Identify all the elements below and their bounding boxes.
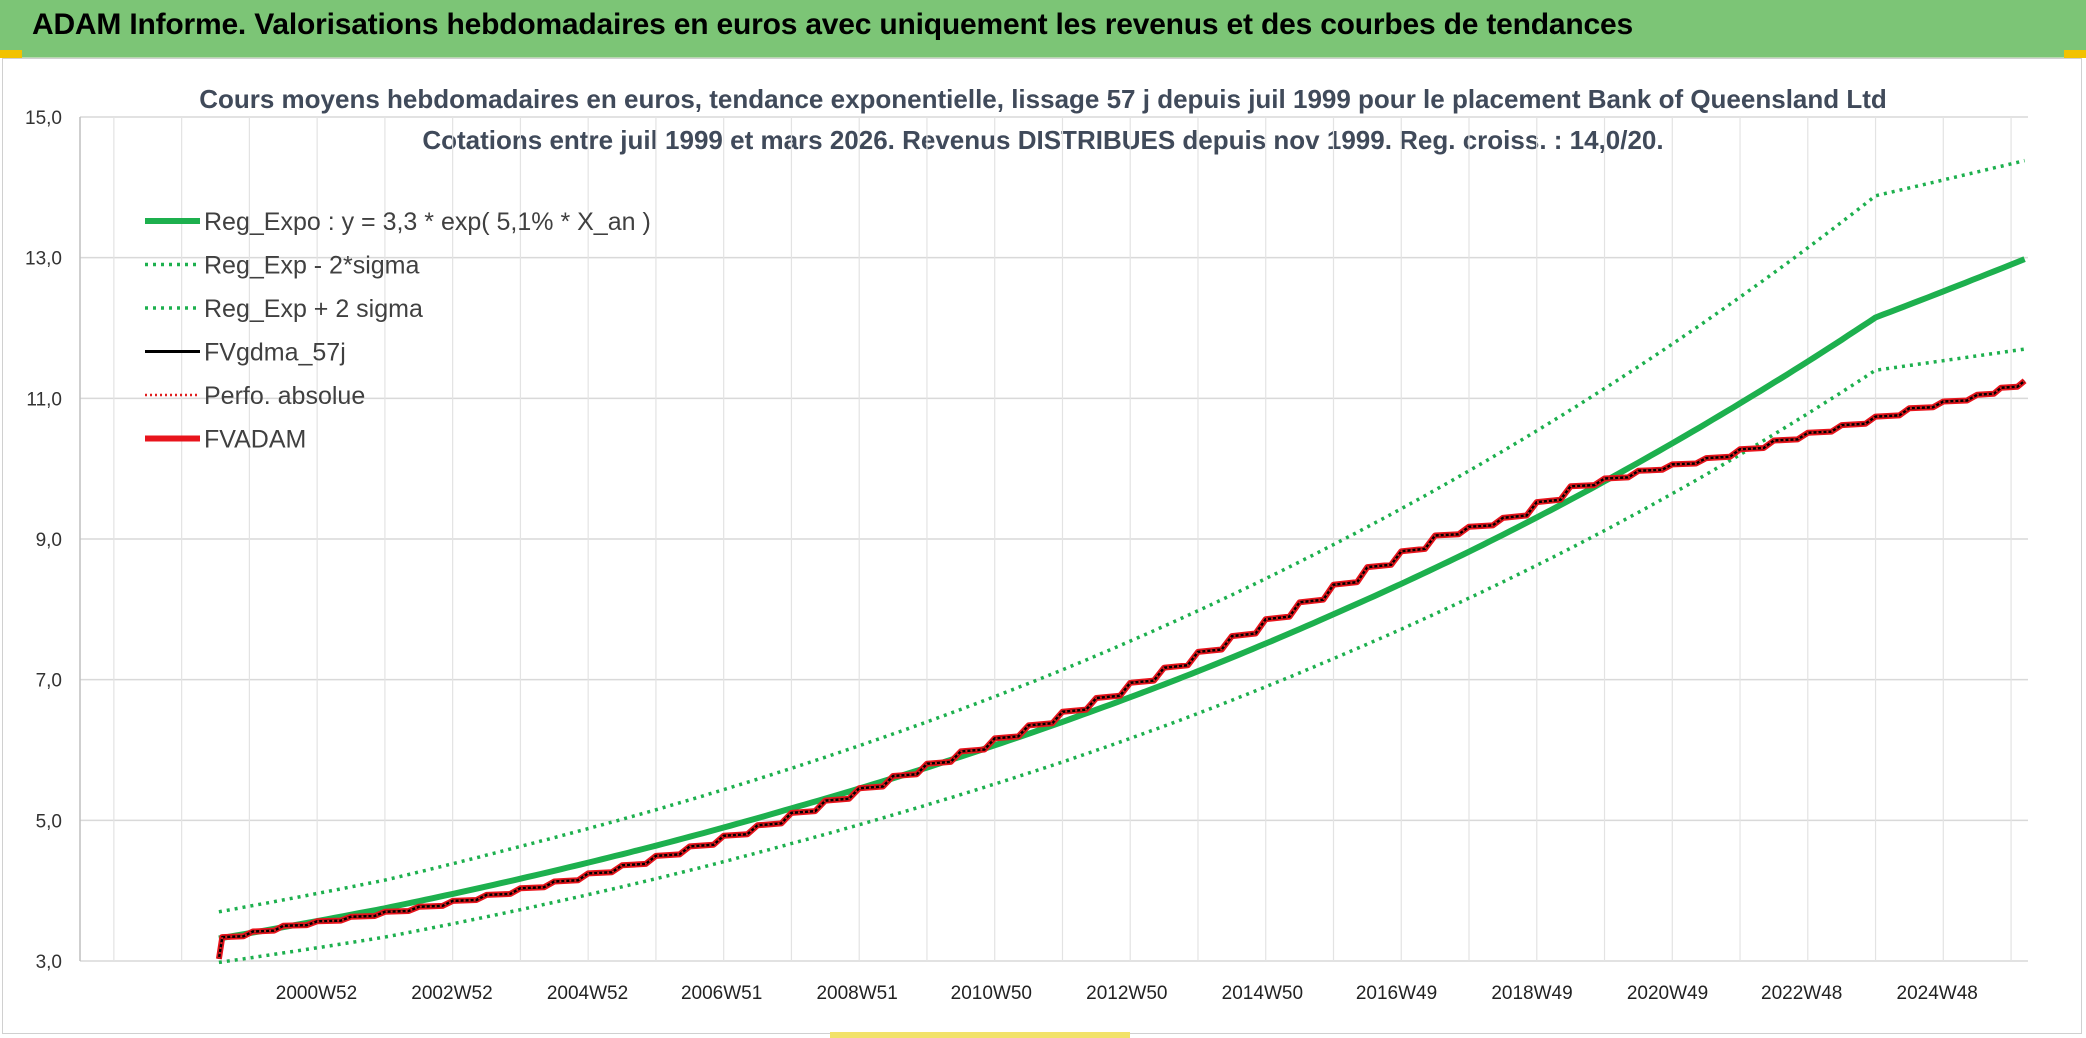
corner-marker-right xyxy=(2064,50,2086,58)
y-axis-ticks: 3,0 5,0 7,0 9,0 11,0 13,0 15,0 xyxy=(25,108,62,973)
x-tick-label: 2000W52 xyxy=(276,983,357,1004)
y-tick-label: 7,0 xyxy=(36,671,62,692)
report-title: ADAM Informe. Valorisations hebdomadaire… xyxy=(32,8,1633,41)
x-axis-ticks: 2000W52 2002W52 2004W52 2006W51 2008W51 2010W… xyxy=(276,983,1978,1004)
series-line-2 xyxy=(218,158,2026,914)
legend-label: Reg_Exp - 2*sigma xyxy=(204,252,419,280)
y-tick-label: 11,0 xyxy=(26,389,62,410)
series-line-0 xyxy=(218,256,2026,942)
x-tick-label: 2002W52 xyxy=(411,983,492,1004)
x-tick-label: 2016W49 xyxy=(1356,983,1437,1004)
series-layer xyxy=(215,158,2027,965)
y-tick-label: 15,0 xyxy=(25,108,62,129)
y-tick-label: 9,0 xyxy=(36,530,62,551)
x-tick-label: 2024W48 xyxy=(1897,983,1978,1004)
report-header: ADAM Informe. Valorisations hebdomadaire… xyxy=(0,0,2086,58)
legend-label: FVgdma_57j xyxy=(204,339,346,367)
legend-label: FVADAM xyxy=(204,426,306,454)
series-line-3 xyxy=(217,379,2026,960)
legend-label: Perfo. absolue xyxy=(204,382,365,410)
x-tick-label: 2006W51 xyxy=(681,983,762,1004)
x-tick-label: 2020W49 xyxy=(1627,983,1708,1004)
bottom-strip xyxy=(830,1032,1130,1038)
x-tick-label: 2004W52 xyxy=(547,983,628,1004)
y-tick-label: 13,0 xyxy=(25,249,62,270)
series-line-4 xyxy=(217,380,2026,960)
legend-label: Reg_Exp + 2 sigma xyxy=(204,295,423,323)
y-tick-label: 5,0 xyxy=(36,811,62,832)
x-tick-label: 2022W48 xyxy=(1761,983,1842,1004)
legend-label: Reg_Expo : y = 3,3 * exp( 5,1% * X_an ) xyxy=(204,208,651,236)
corner-marker-left xyxy=(0,50,22,58)
x-tick-label: 2008W51 xyxy=(816,983,897,1004)
grid-layer xyxy=(79,116,2028,962)
series-line-5 xyxy=(215,378,2027,960)
x-tick-label: 2014W50 xyxy=(1222,983,1303,1004)
x-tick-label: 2012W50 xyxy=(1086,983,1167,1004)
x-tick-label: 2018W49 xyxy=(1491,983,1572,1004)
chart-subtitle: Cotations entre juil 1999 et mars 2026. … xyxy=(422,125,1664,155)
legend: Reg_Expo : y = 3,3 * exp( 5,1% * X_an ) R… xyxy=(145,208,651,454)
series-line-1 xyxy=(218,347,2025,965)
chart-title: Cours moyens hebdomadaires en euros, ten… xyxy=(199,84,1887,114)
x-tick-label: 2010W50 xyxy=(951,983,1032,1004)
y-tick-label: 3,0 xyxy=(36,952,62,973)
